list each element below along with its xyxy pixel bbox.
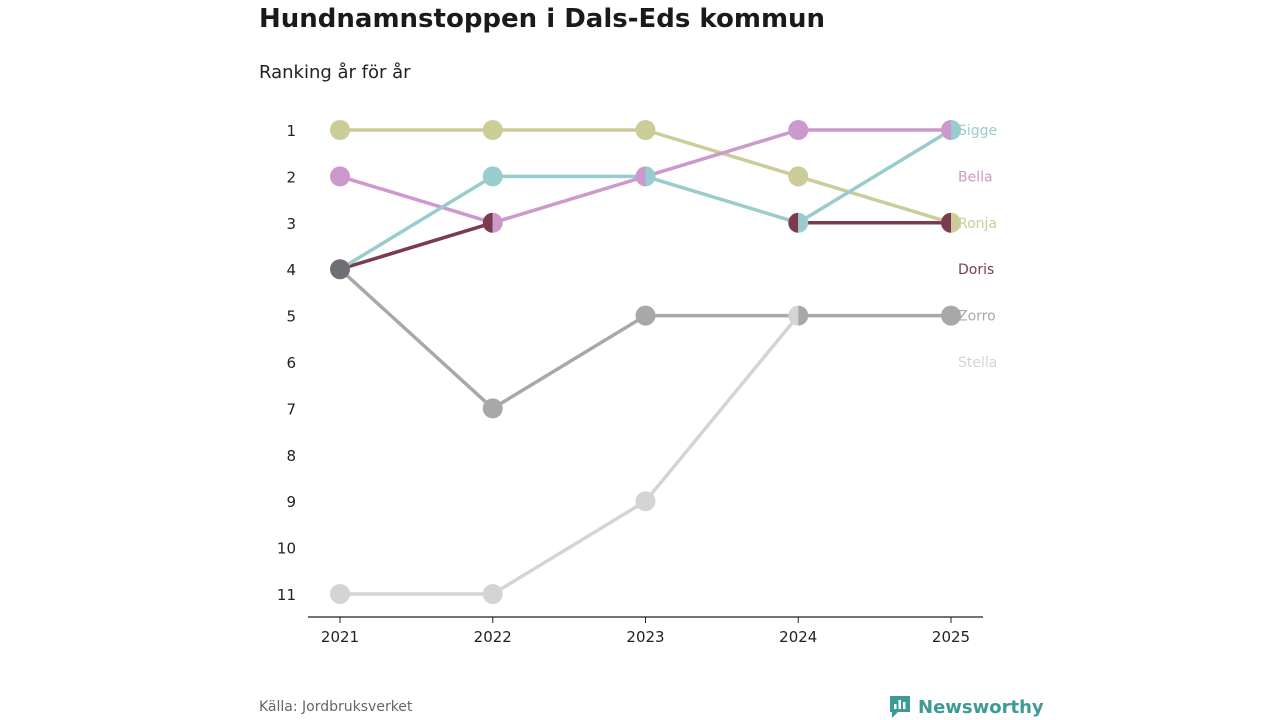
data-point-half bbox=[951, 212, 961, 233]
x-tick-label: 2024 bbox=[779, 628, 817, 646]
x-tick-label: 2023 bbox=[626, 628, 664, 646]
data-point-half bbox=[788, 305, 799, 326]
data-point bbox=[330, 259, 350, 280]
data-point-half bbox=[645, 166, 656, 187]
data-point bbox=[330, 166, 350, 187]
data-point bbox=[635, 120, 656, 140]
series-line-bella bbox=[643, 128, 800, 179]
data-point bbox=[330, 120, 350, 140]
data-point-half bbox=[951, 120, 961, 140]
series-line-zorro bbox=[338, 267, 495, 411]
y-tick-label: 1 bbox=[286, 122, 296, 140]
series-label-bella: Bella bbox=[958, 169, 993, 185]
data-point bbox=[788, 120, 809, 140]
data-point-half bbox=[798, 305, 809, 326]
newsworthy-icon bbox=[890, 696, 910, 718]
data-point bbox=[788, 166, 809, 187]
series-line-ronja bbox=[796, 174, 953, 225]
bump-chart: 1 2 3 4 5 6 7 8 9 10 11 2021 2022 2023 2024 2025 Stella… bbox=[277, 120, 997, 646]
data-point bbox=[482, 120, 503, 140]
y-tick-label: 4 bbox=[286, 261, 296, 279]
series-line-stella bbox=[491, 499, 648, 596]
series-label-zorro: Zorro bbox=[958, 309, 996, 325]
data-point-half bbox=[492, 212, 503, 233]
brand-logo[interactable]: Newsworthy bbox=[888, 694, 1044, 720]
y-tick-label: 10 bbox=[277, 540, 296, 558]
series-label-ronja: Ronja bbox=[958, 216, 997, 232]
y-tick-label: 7 bbox=[286, 400, 296, 418]
data-point-half bbox=[635, 166, 646, 187]
data-point bbox=[482, 584, 503, 604]
series-line-bella bbox=[491, 174, 648, 225]
series-line-stella bbox=[643, 313, 800, 503]
data-point bbox=[330, 584, 350, 604]
data-point bbox=[635, 305, 656, 326]
series-line-bella bbox=[338, 174, 495, 225]
series-line-sigge bbox=[643, 174, 800, 225]
x-tick-label: 2021 bbox=[321, 628, 359, 646]
chart-subtitle: Ranking år för år bbox=[259, 62, 411, 83]
source-note: Källa: Jordbruksverket bbox=[259, 699, 413, 715]
series-label-sigge: Sigge bbox=[958, 123, 997, 139]
data-point-half bbox=[941, 212, 951, 233]
data-point bbox=[482, 166, 503, 187]
y-tick-label: 3 bbox=[286, 215, 296, 233]
y-tick-label: 9 bbox=[286, 493, 296, 511]
chart-title: Hundnamnstoppen i Dals-Eds kommun bbox=[259, 4, 826, 34]
x-tick-label: 2022 bbox=[474, 628, 512, 646]
data-point-half bbox=[941, 120, 951, 140]
series-line-zorro bbox=[491, 313, 648, 411]
y-tick-label: 11 bbox=[277, 586, 296, 604]
y-tick-label: 8 bbox=[286, 447, 296, 465]
y-tick-label: 6 bbox=[286, 354, 296, 372]
data-point-half bbox=[798, 212, 809, 233]
data-point-half bbox=[788, 212, 799, 233]
y-tick-label: 5 bbox=[286, 308, 296, 326]
data-point-half bbox=[482, 212, 493, 233]
series-line-sigge bbox=[796, 128, 953, 225]
series-line-doris bbox=[338, 221, 495, 271]
data-point bbox=[635, 491, 656, 512]
data-point bbox=[941, 305, 961, 326]
x-tick-label: 2025 bbox=[932, 628, 970, 646]
data-point bbox=[482, 398, 503, 419]
series-label-stella: Stella bbox=[958, 355, 997, 371]
series-line-sigge bbox=[338, 174, 495, 271]
y-tick-label: 2 bbox=[286, 168, 296, 186]
series-label-doris: Doris bbox=[958, 262, 994, 278]
brand-name: Newsworthy bbox=[918, 696, 1044, 718]
